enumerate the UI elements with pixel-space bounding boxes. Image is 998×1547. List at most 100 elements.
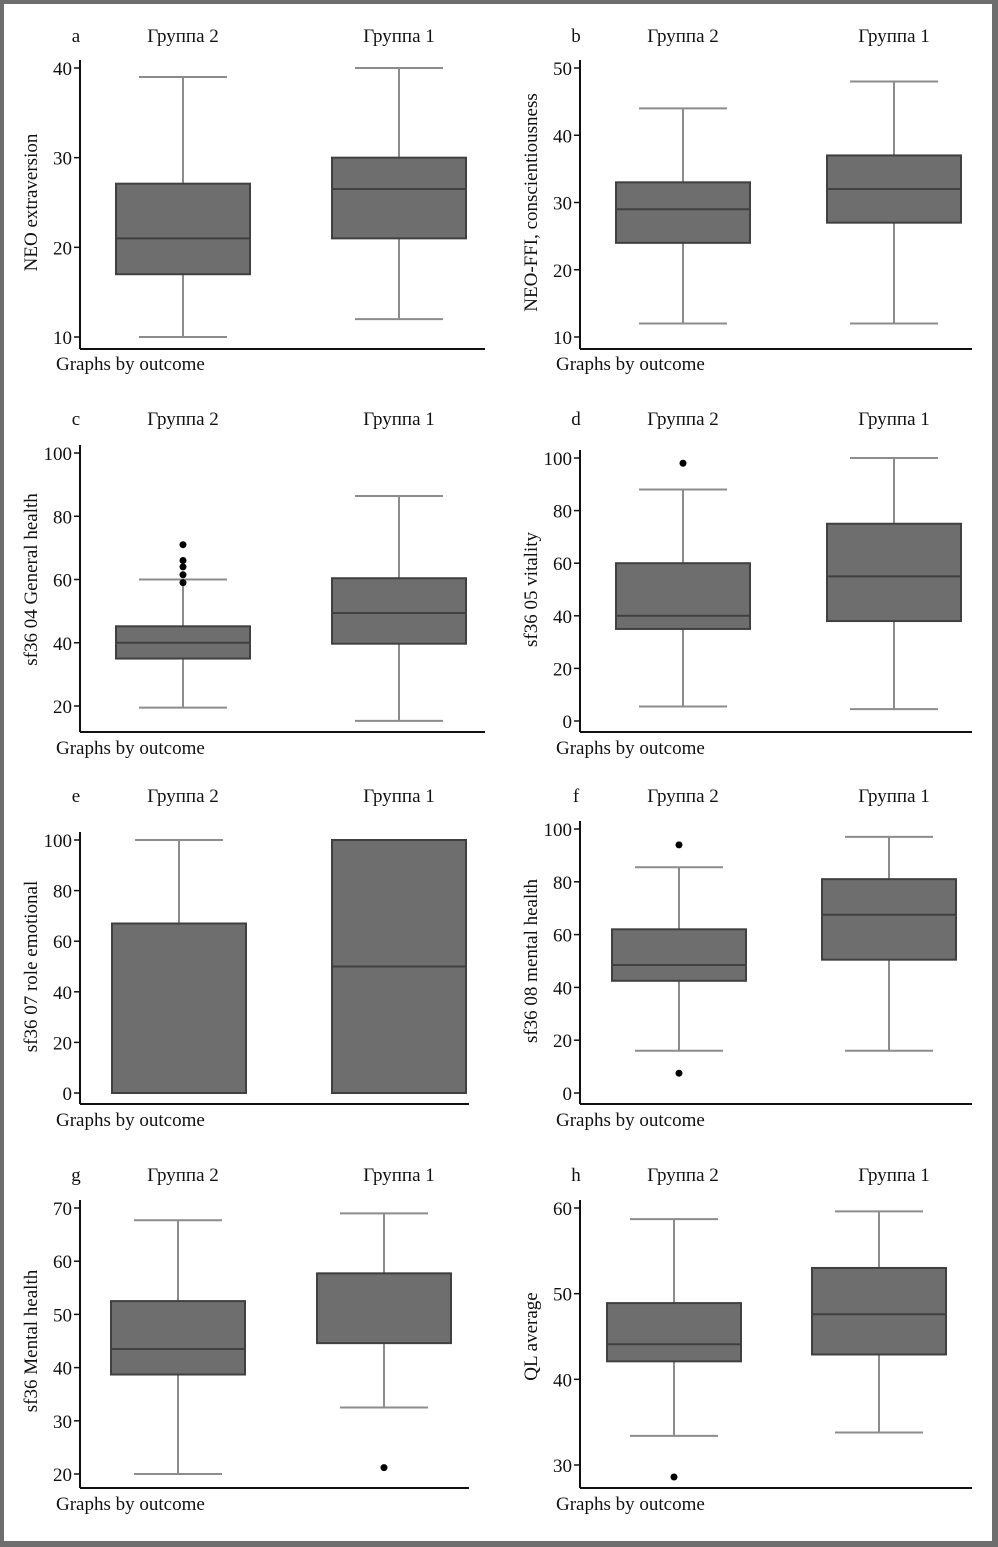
outlier-point [179, 579, 187, 587]
panel-label: h [571, 1165, 581, 1186]
panel-label: d [571, 409, 581, 430]
group-title: Группа 2 [647, 786, 719, 807]
y-tick-label: 40 [553, 126, 572, 147]
y-tick-label: 30 [53, 1412, 72, 1433]
box [115, 182, 251, 276]
y-tick-label: 50 [553, 59, 572, 80]
outlier-point [679, 459, 687, 467]
box [316, 1272, 452, 1345]
y-tick-label: 20 [53, 238, 72, 259]
group-title: Группа 1 [363, 786, 435, 807]
y-tick-label: 40 [553, 607, 572, 628]
y-tick-label: 20 [553, 1031, 572, 1052]
y-axis-label: QL average [521, 1292, 542, 1380]
box [611, 928, 747, 982]
box [606, 1302, 742, 1363]
y-tick-label: 40 [553, 1370, 572, 1391]
y-tick-label: 100 [544, 449, 573, 470]
y-tick-label: 80 [53, 507, 72, 528]
y-tick-label: 20 [553, 659, 572, 680]
panel-label: e [72, 786, 80, 807]
y-tick-label: 70 [53, 1199, 72, 1220]
panel-label: f [573, 786, 580, 807]
footer-note: Graphs by outcome [56, 354, 205, 375]
y-tick-label: 50 [553, 1285, 572, 1306]
y-tick-label: 40 [53, 634, 72, 655]
outlier-point [179, 563, 187, 571]
group-title: Группа 2 [147, 26, 219, 47]
outlier-point [179, 541, 187, 549]
group-title: Группа 2 [147, 409, 219, 430]
footer-note: Graphs by outcome [556, 1494, 705, 1515]
y-tick-label: 60 [53, 571, 72, 592]
y-tick-label: 20 [53, 1033, 72, 1054]
y-axis-label: NEO-FFI, conscientiousness [521, 93, 542, 311]
group-title: Группа 2 [647, 409, 719, 430]
y-axis-label: sf36 04 General health [21, 493, 42, 666]
y-axis-label: sf36 05 vitality [521, 531, 542, 647]
y-tick-label: 50 [53, 1305, 72, 1326]
box [331, 156, 467, 240]
footer-note: Graphs by outcome [556, 354, 705, 375]
y-tick-label: 40 [553, 978, 572, 999]
y-tick-label: 10 [53, 328, 72, 349]
y-tick-label: 40 [53, 59, 72, 80]
group-title: Группа 1 [858, 786, 930, 807]
y-axis-label: sf36 Mental health [21, 1269, 42, 1412]
group-title: Группа 1 [858, 409, 930, 430]
outlier-point [179, 571, 187, 579]
group-title: Группа 2 [147, 1165, 219, 1186]
group-title: Группа 2 [647, 1165, 719, 1186]
footer-note: Graphs by outcome [56, 738, 205, 759]
y-tick-label: 80 [53, 882, 72, 903]
y-tick-label: 20 [553, 261, 572, 282]
y-tick-label: 40 [53, 983, 72, 1004]
group-title: Группа 1 [363, 26, 435, 47]
outlier-point [670, 1473, 678, 1481]
y-tick-label: 80 [553, 502, 572, 523]
y-tick-label: 10 [553, 328, 572, 349]
group-title: Группа 1 [363, 1165, 435, 1186]
y-tick-label: 100 [544, 820, 573, 841]
footer-note: Graphs by outcome [556, 1110, 705, 1131]
y-tick-label: 30 [553, 194, 572, 215]
y-tick-label: 100 [44, 831, 73, 852]
box [615, 181, 751, 244]
footer-note: Graphs by outcome [556, 738, 705, 759]
y-tick-label: 30 [53, 149, 72, 170]
y-tick-label: 0 [63, 1084, 73, 1105]
panel-label: g [71, 1165, 81, 1186]
panel-label: b [571, 26, 581, 47]
y-tick-label: 60 [553, 1199, 572, 1220]
y-tick-label: 60 [53, 932, 72, 953]
box [821, 878, 957, 961]
outlier-point [675, 1069, 683, 1077]
panel-label: a [72, 26, 81, 47]
box [331, 577, 467, 645]
y-tick-label: 30 [553, 1456, 572, 1477]
y-axis-label: NEO extraversion [21, 133, 42, 271]
y-tick-label: 60 [553, 554, 572, 575]
footer-note: Graphs by outcome [56, 1110, 205, 1131]
outlier-point [675, 841, 683, 849]
panel-label: c [72, 409, 80, 430]
y-tick-label: 60 [53, 1252, 72, 1273]
group-title: Группа 1 [858, 26, 930, 47]
group-title: Группа 1 [363, 409, 435, 430]
y-tick-label: 0 [563, 1084, 573, 1105]
y-axis-label: sf36 07 role emotional [21, 881, 42, 1053]
box [615, 562, 751, 630]
footer-note: Graphs by outcome [56, 1494, 205, 1515]
box [110, 1300, 246, 1376]
y-tick-label: 0 [563, 712, 573, 733]
y-axis-label: sf36 08 mental health [521, 878, 542, 1043]
y-tick-label: 100 [44, 444, 73, 465]
y-tick-label: 60 [553, 926, 572, 947]
y-tick-label: 40 [53, 1359, 72, 1380]
box [111, 922, 247, 1094]
group-title: Группа 2 [147, 786, 219, 807]
box [826, 522, 962, 623]
group-title: Группа 2 [647, 26, 719, 47]
box [811, 1266, 947, 1356]
